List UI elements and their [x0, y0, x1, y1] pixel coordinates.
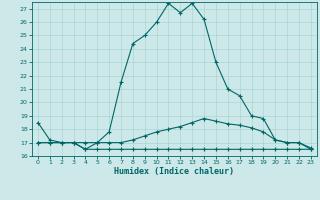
- X-axis label: Humidex (Indice chaleur): Humidex (Indice chaleur): [115, 167, 234, 176]
